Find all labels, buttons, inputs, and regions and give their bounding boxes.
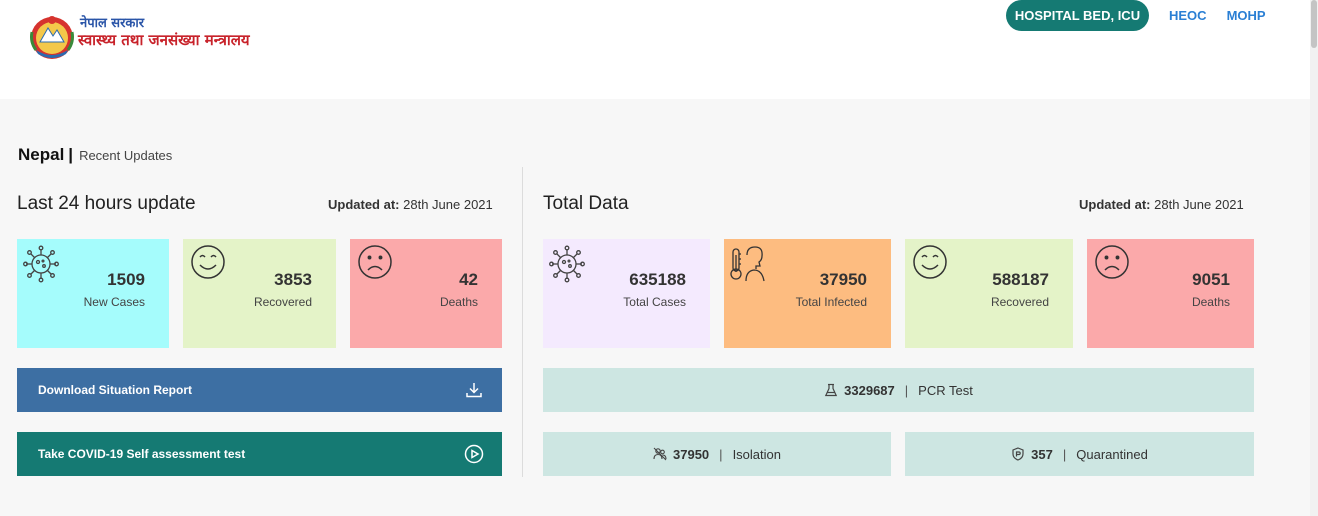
pcr-test-stat: 3329687 | PCR Test (543, 368, 1254, 412)
play-circle-icon (464, 444, 484, 464)
top-nav: HOSPITAL BED, ICU HEOC MOHP (1006, 0, 1266, 31)
total-recovered-label: Recovered (990, 295, 1049, 309)
nepal-emblem-icon (30, 16, 74, 59)
total-infected-label: Total Infected (795, 295, 867, 309)
smile-icon (913, 245, 947, 279)
total-deaths-value: 9051 (1192, 270, 1230, 289)
total-updated: Updated at: 28th June 2021 (1079, 197, 1244, 212)
pcr-test-label: PCR Test (918, 382, 973, 398)
logo-line-2: स्वास्थ्य तथा जनसंख्या मन्त्रालय (78, 31, 250, 49)
deaths-24h-label: Deaths (439, 295, 478, 309)
total-deaths-card: 9051 Deaths (1087, 239, 1254, 348)
isolation-label: Isolation (732, 446, 781, 462)
page-scrollbar[interactable] (1310, 0, 1318, 516)
flask-icon (825, 383, 838, 397)
total-recovered-value: 588187 (992, 270, 1049, 289)
total-deaths-label: Deaths (1191, 295, 1230, 309)
self-assessment-button[interactable]: Take COVID-19 Self assessment test (17, 432, 502, 476)
isolation-separator: | (719, 446, 723, 462)
isolation-value: 37950 (673, 446, 710, 462)
sad-icon (1095, 245, 1129, 279)
new-cases-value: 1509 (107, 270, 145, 289)
download-report-label: Download Situation Report (38, 383, 192, 397)
isolation-people-icon (653, 447, 667, 461)
shield-icon (1012, 447, 1024, 461)
ministry-logo[interactable]: नेपाल सरकार स्वास्थ्य तथा जनसंख्या मन्त्… (26, 12, 250, 60)
isolation-stat: 37950 | Isolation (543, 432, 891, 476)
total-title: Total Data (543, 193, 629, 214)
scrollbar-thumb[interactable] (1311, 0, 1317, 48)
breadcrumb-country: Nepal (18, 145, 65, 164)
section-divider (522, 167, 523, 477)
virus-icon (549, 245, 585, 283)
total-cases-card: 635188 Total Cases (543, 239, 710, 348)
site-header: नेपाल सरकार स्वास्थ्य तथा जनसंख्या मन्त्… (0, 0, 1310, 99)
last24-updated: Updated at: 28th June 2021 (328, 197, 493, 212)
total-recovered-card: 588187 Recovered (905, 239, 1073, 348)
new-cases-card: 1509 New Cases (17, 239, 169, 348)
quarantined-separator: | (1062, 446, 1067, 462)
recovered-24h-value: 3853 (274, 270, 312, 289)
pcr-test-separator: | (904, 382, 909, 398)
deaths-24h-card: 42 Deaths (350, 239, 502, 348)
breadcrumb-subtitle: Recent Updates (79, 148, 173, 163)
pcr-test-value: 3329687 (844, 382, 895, 398)
thermometer-icon (730, 246, 765, 282)
logo-line-1: नेपाल सरकार (80, 16, 145, 31)
download-report-button[interactable]: Download Situation Report (17, 368, 502, 412)
sad-icon (358, 245, 392, 279)
total-infected-value: 37950 (819, 270, 867, 289)
last24-updated-label: Updated at: (328, 197, 400, 212)
download-icon (466, 383, 482, 398)
total-updated-value: 28th June 2021 (1154, 197, 1244, 212)
total-updated-label: Updated at: (1079, 197, 1151, 212)
total-cases-value: 635188 (629, 270, 686, 289)
virus-icon (23, 245, 59, 283)
nav-link-heoc[interactable]: HEOC (1169, 8, 1207, 23)
breadcrumb-separator: | (68, 145, 74, 164)
quarantined-label: Quarantined (1076, 446, 1148, 462)
total-cases-label: Total Cases (623, 295, 686, 309)
smile-icon (191, 245, 225, 279)
self-assessment-label: Take COVID-19 Self assessment test (38, 447, 246, 461)
recovered-24h-card: 3853 Recovered (183, 239, 336, 348)
recovered-24h-label: Recovered (253, 295, 312, 309)
last24-title: Last 24 hours update (17, 193, 196, 214)
hospital-bed-icu-button[interactable]: HOSPITAL BED, ICU (1006, 0, 1149, 31)
quarantined-stat: 357 | Quarantined (905, 432, 1254, 476)
quarantined-value: 357 (1031, 446, 1053, 462)
deaths-24h-value: 42 (459, 270, 478, 289)
new-cases-label: New Cases (83, 295, 145, 309)
dashboard-main: Nepal | Recent Updates Last 24 hours upd… (0, 99, 1310, 516)
breadcrumb: Nepal | Recent Updates (18, 145, 172, 165)
nav-link-mohp[interactable]: MOHP (1226, 8, 1266, 23)
total-infected-card: 37950 Total Infected (724, 239, 891, 348)
last24-updated-value: 28th June 2021 (403, 197, 493, 212)
